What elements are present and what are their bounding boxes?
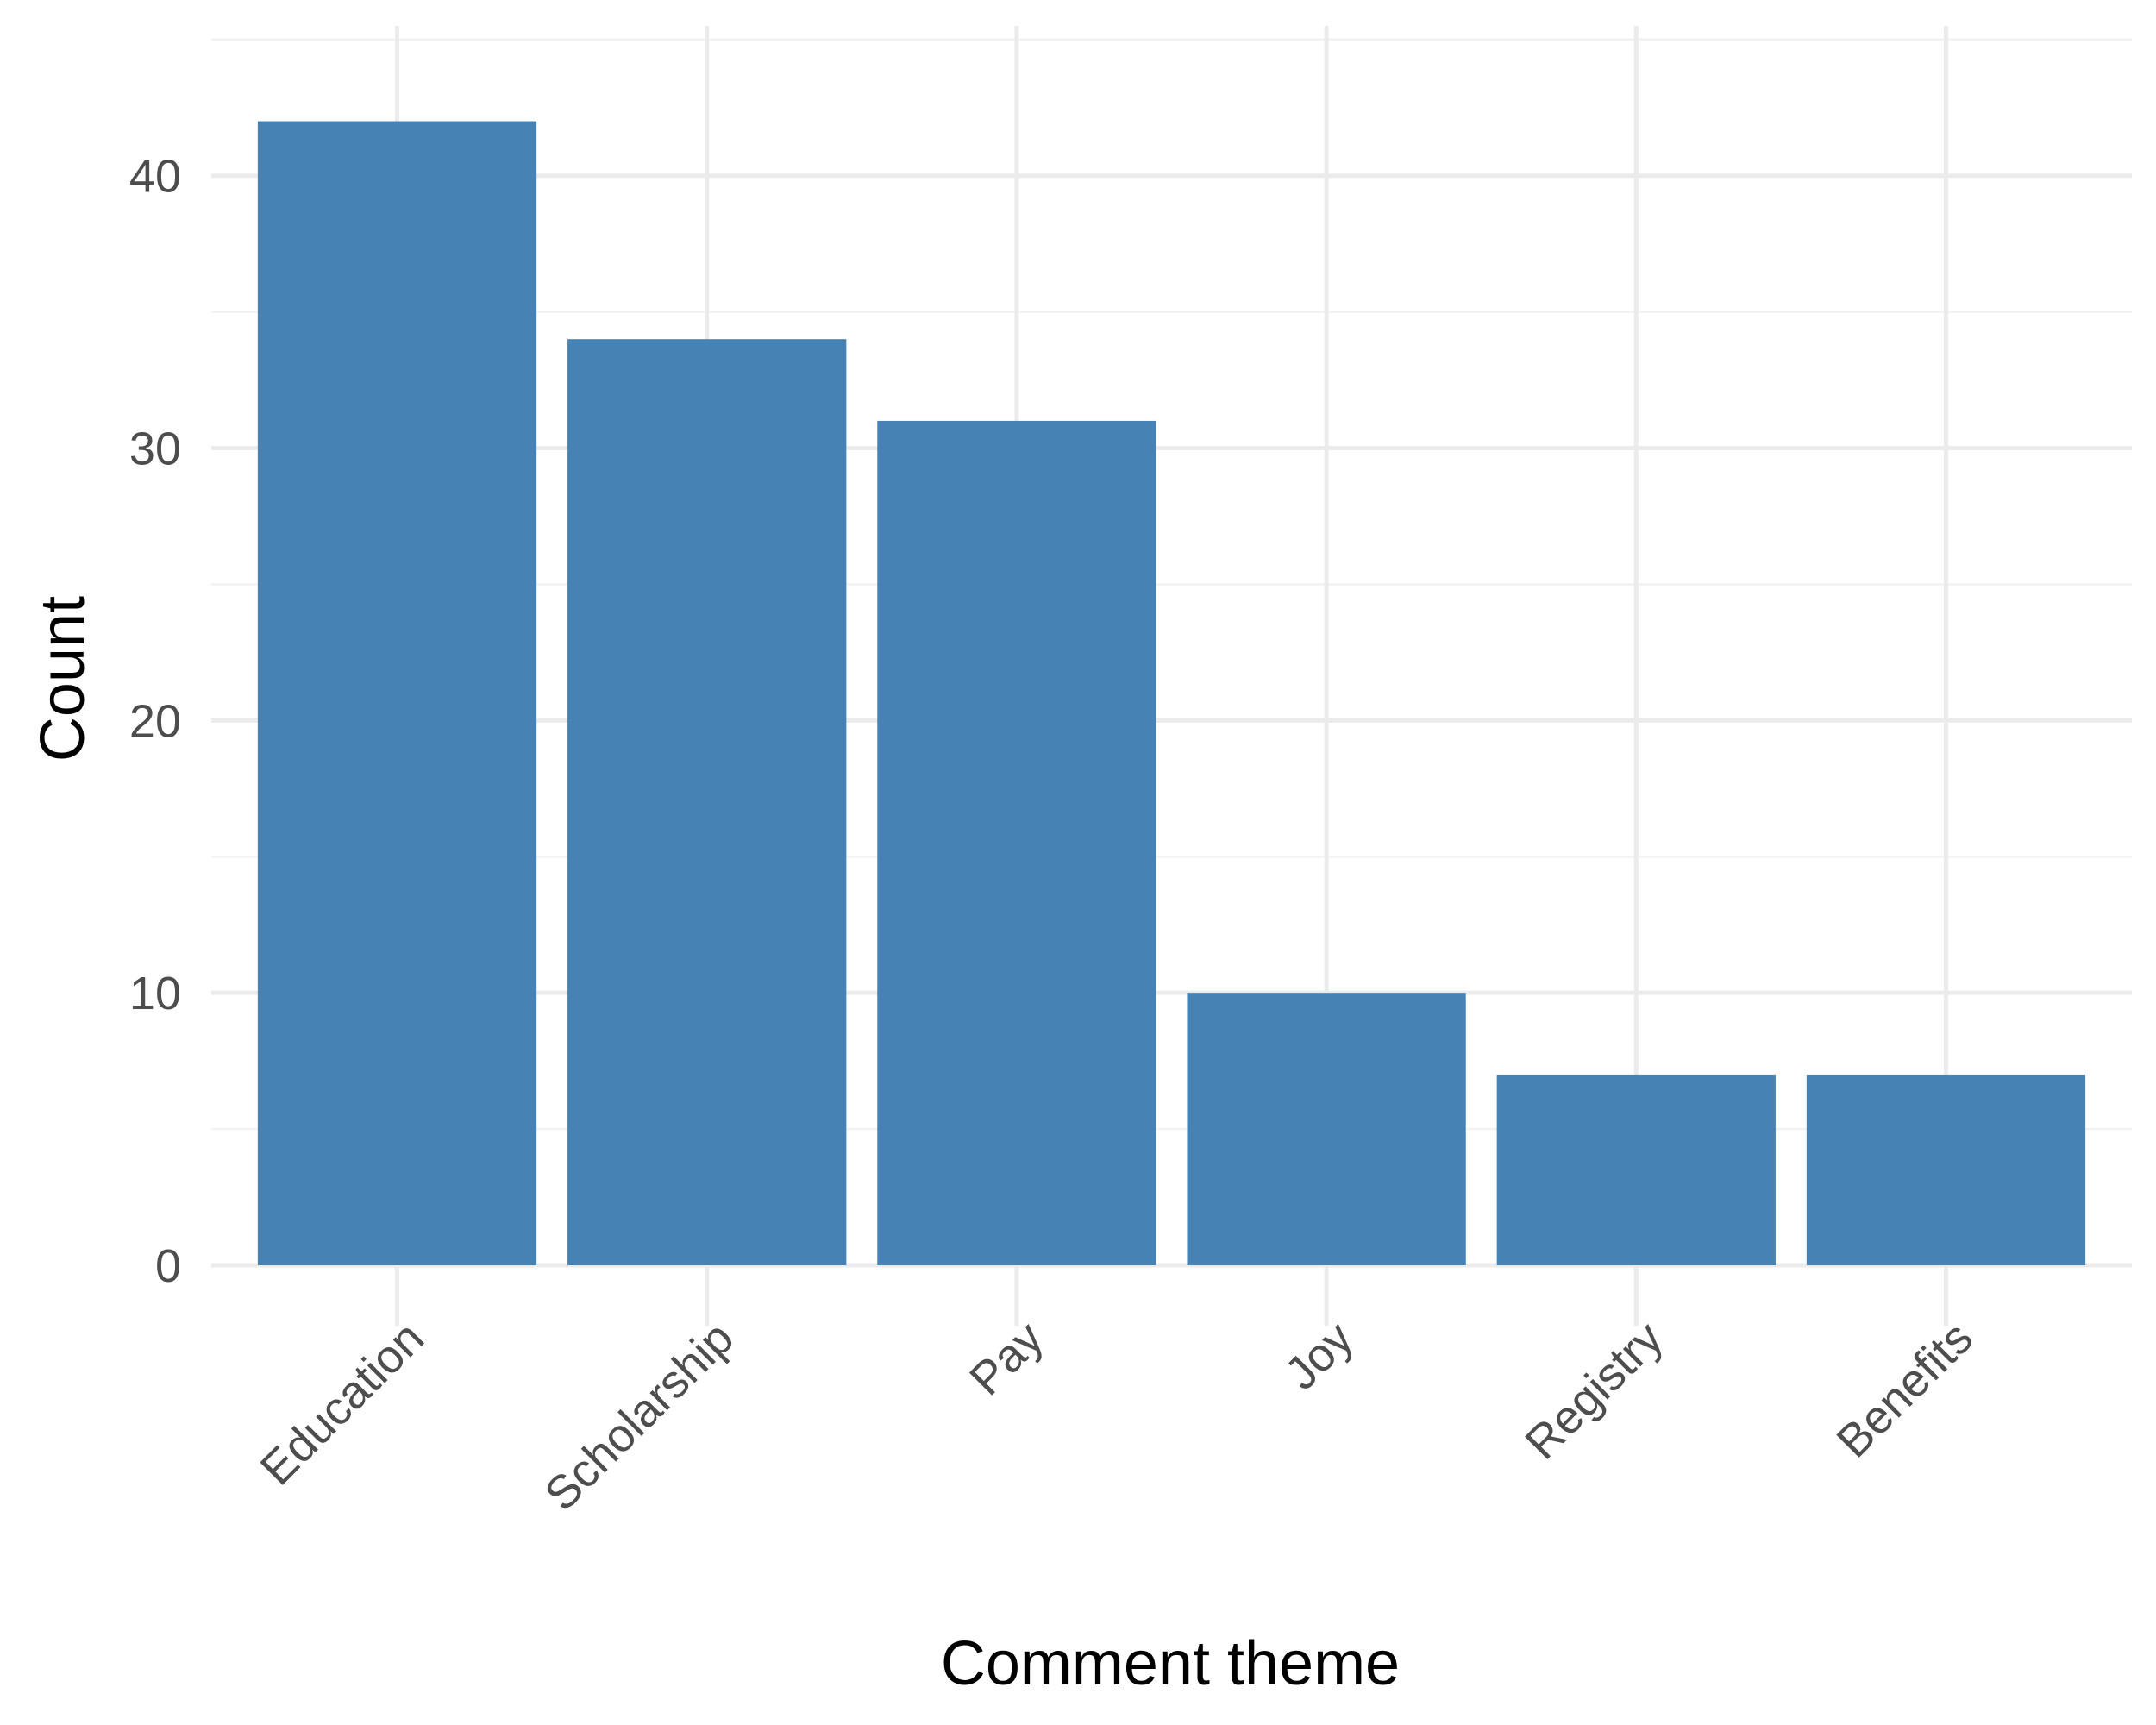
bar-pay — [877, 420, 1156, 1265]
x-axis-title: Comment theme — [941, 1629, 1400, 1698]
bar-registry — [1496, 1074, 1776, 1265]
y-tick-labels: 0 10 20 30 40 — [129, 151, 181, 1292]
x-tick-label: Benefits — [1827, 1312, 1983, 1467]
x-tick-label: Pay — [960, 1312, 1053, 1405]
y-tick-label: 40 — [129, 151, 181, 203]
x-tick-label: Registry — [1515, 1312, 1672, 1469]
x-tick-label: Scholarship — [535, 1312, 743, 1521]
bar-joy — [1187, 993, 1466, 1265]
bar-scholarship — [567, 339, 847, 1266]
y-axis-title: Count — [28, 596, 97, 762]
x-tick-label: Joy — [1275, 1312, 1363, 1400]
y-tick-label: 10 — [129, 968, 181, 1019]
x-tick-label: Education — [251, 1312, 434, 1495]
bar-benefits — [1806, 1074, 2086, 1265]
x-tick-labels: Education Scholarship Pay Joy Registry Benefi… — [251, 1312, 1983, 1521]
bar-education — [257, 121, 537, 1266]
y-tick-label: 30 — [129, 423, 181, 475]
y-tick-label: 20 — [129, 695, 181, 747]
y-tick-label: 0 — [155, 1240, 181, 1292]
bars — [257, 121, 2086, 1266]
